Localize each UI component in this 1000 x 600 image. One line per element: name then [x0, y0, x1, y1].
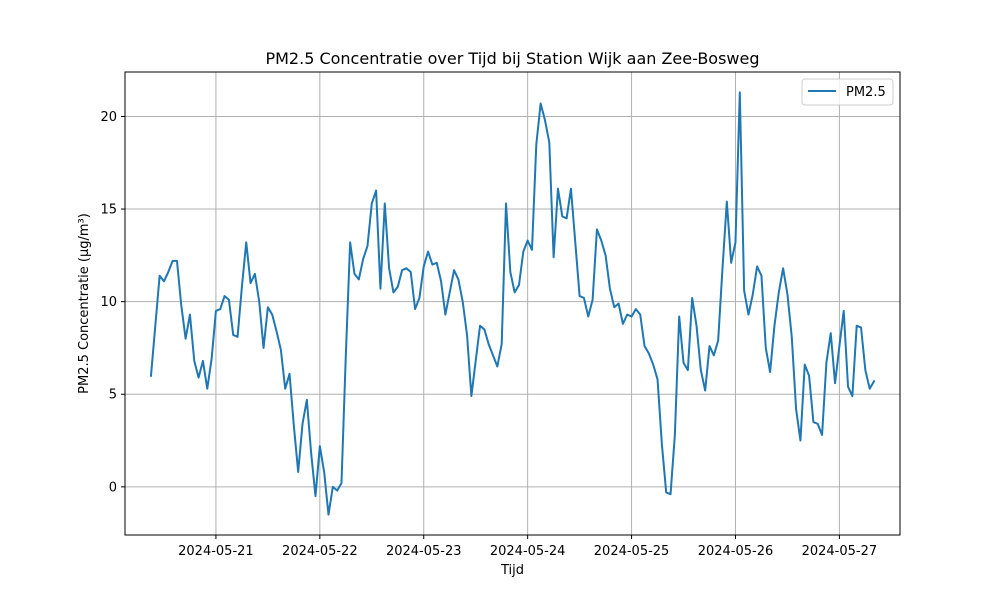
legend-box — [801, 78, 894, 106]
x-tick-label: 2024-05-26 — [698, 544, 774, 559]
x-axis: 2024-05-21 2024-05-22 2024-05-23 2024-05-24… — [178, 535, 877, 559]
x-axis-label: Tijd — [500, 563, 524, 578]
y-tick-label: 0 — [109, 480, 117, 495]
plot-frame — [124, 71, 901, 536]
x-tick-label: 2024-05-24 — [490, 544, 566, 559]
x-tick-label: 2024-05-22 — [282, 544, 358, 559]
x-tick-label: 2024-05-27 — [802, 544, 878, 559]
series-line-pm2-5 — [149, 91, 876, 516]
x-tick-label: 2024-05-21 — [178, 544, 254, 559]
y-tick-label: 15 — [100, 203, 117, 218]
x-tick-label: 2024-05-23 — [386, 544, 462, 559]
legend-label: PM2.5 — [846, 85, 886, 100]
series-layer — [149, 91, 876, 516]
y-tick-label: 10 — [100, 295, 117, 310]
grid — [125, 72, 900, 535]
y-tick-label: 5 — [109, 388, 117, 403]
y-axis-label: PM2.5 Concentratie (µg/m³) — [77, 213, 92, 394]
chart-title: PM2.5 Concentratie over Tijd bij Station… — [265, 49, 759, 68]
x-tick-label: 2024-05-25 — [594, 544, 670, 559]
legend: PM2.5 — [801, 78, 894, 106]
y-tick-label: 20 — [100, 110, 117, 125]
y-axis: 0 5 10 15 20 — [100, 110, 125, 495]
